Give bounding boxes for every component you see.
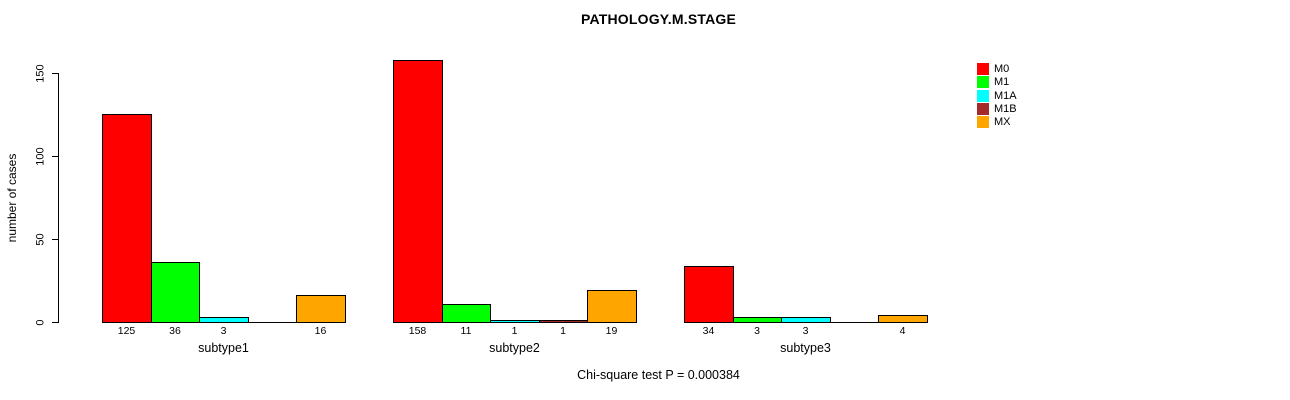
bar-value-label: 4: [899, 325, 906, 337]
y-axis-tick: [52, 239, 59, 240]
bar-m1-subtype2: [442, 304, 491, 323]
y-axis-tick-label: 50: [34, 233, 47, 246]
legend-swatch-m1b: [977, 102, 989, 115]
legend-row: MX: [977, 116, 1037, 129]
y-axis-tick-label: 100: [34, 147, 47, 166]
y-axis-line: [58, 73, 59, 323]
bar-value-label: 3: [754, 325, 760, 337]
bar-value-label: 158: [408, 325, 427, 337]
category-label-subtype1: subtype1: [198, 341, 249, 355]
bar-value-label: 3: [802, 325, 809, 337]
legend-label-m1a: M1A: [994, 89, 1017, 102]
legend-row: M1: [977, 76, 1037, 89]
bar-mx-subtype2: [587, 290, 637, 323]
legend-swatch-mx: [977, 116, 989, 129]
bar-m1a-subtype1: [199, 317, 249, 323]
legend-row: M0: [977, 63, 1037, 76]
bar-value-label: 16: [314, 325, 327, 337]
bar-m1-subtype3: [733, 317, 782, 323]
y-axis-tick: [52, 322, 59, 323]
bar-m0-subtype1: [102, 114, 152, 323]
bar-value-label: 36: [169, 325, 181, 337]
legend-swatch-m1: [977, 76, 989, 89]
legend-label-m1b: M1B: [994, 102, 1017, 115]
bar-value-label: 1: [511, 325, 518, 337]
legend-row: M1B: [977, 102, 1037, 116]
bar-value-label: 11: [460, 325, 472, 337]
bar-m0-subtype3: [684, 266, 734, 323]
bar-value-label: 19: [605, 325, 618, 337]
y-axis-tick: [52, 73, 59, 74]
legend-swatch-m0: [977, 63, 989, 75]
y-axis-tick-label: 0: [34, 319, 47, 326]
bar-mx-subtype1: [296, 295, 346, 323]
chart-title: PATHOLOGY.M.STAGE: [580, 11, 737, 27]
bar-m1a-subtype2: [490, 320, 540, 323]
bar-m0-subtype2: [393, 60, 443, 323]
category-label-subtype3: subtype3: [780, 341, 831, 355]
legend-swatch-m1a: [977, 89, 989, 102]
bar-value-label: 3: [220, 325, 227, 337]
legend-row: M1A: [977, 89, 1037, 103]
bar-value-label: 125: [117, 325, 136, 337]
bar-m1-subtype1: [151, 262, 200, 323]
legend-label-m1: M1: [994, 76, 1010, 89]
chi-square-annotation: Chi-square test P = 0.000384: [577, 368, 740, 382]
y-axis-tick: [52, 156, 59, 157]
legend-label-m0: M0: [994, 63, 1010, 75]
y-axis-tick-label: 150: [34, 64, 47, 83]
bar-mx-subtype3: [878, 315, 928, 323]
bar-m1b-subtype2: [539, 320, 588, 323]
legend-label-mx: MX: [994, 116, 1011, 129]
bar-value-label: 1: [560, 325, 566, 337]
bar-value-label: 34: [702, 325, 715, 337]
category-label-subtype2: subtype2: [489, 341, 540, 355]
bar-m1a-subtype3: [781, 317, 831, 323]
